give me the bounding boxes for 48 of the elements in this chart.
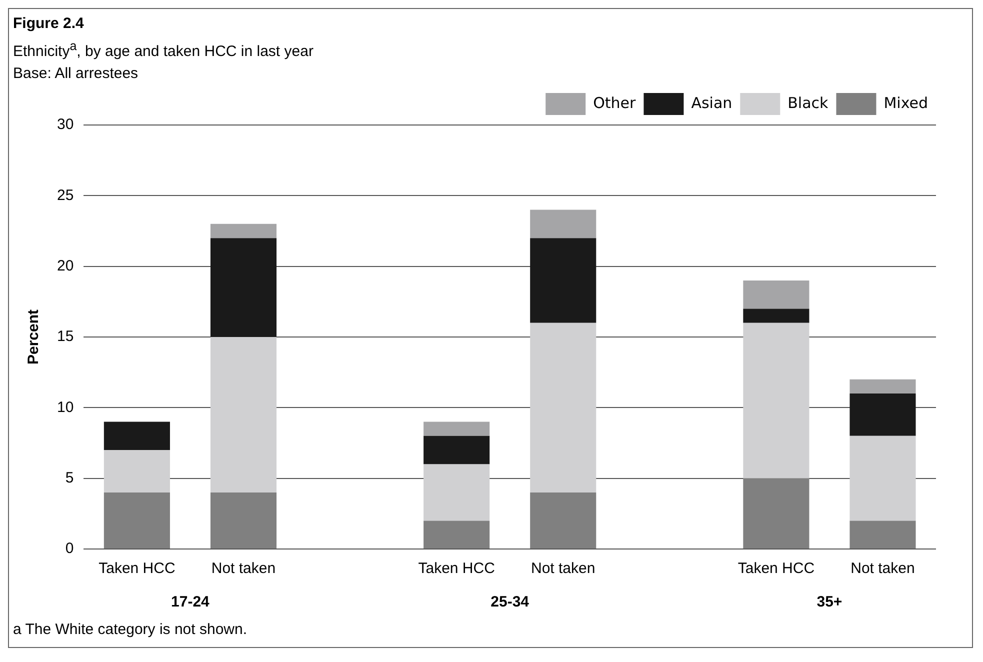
bar	[530, 210, 596, 238]
bar	[743, 308, 810, 323]
bar	[530, 322, 596, 492]
bar	[210, 337, 277, 492]
bar	[850, 520, 916, 548]
y-tick-label: 25	[56, 186, 74, 204]
y-tick-label: 20	[56, 257, 74, 274]
x-tick-label: Not taken	[211, 560, 276, 578]
y-tick-label: 15	[56, 328, 74, 346]
bar	[850, 379, 916, 394]
bar	[104, 422, 170, 450]
y-tick-label: 0	[65, 540, 74, 558]
legend-label: Black	[788, 94, 829, 112]
bar	[104, 450, 170, 492]
x-tick-label: Taken HCC	[98, 560, 176, 578]
bar	[530, 238, 596, 323]
x-tick-label: Not taken	[531, 560, 596, 578]
bar	[104, 492, 170, 548]
text: a The White category is not shown.	[13, 621, 248, 638]
bar	[530, 492, 596, 548]
y-tick-label: 10	[56, 398, 74, 416]
bar	[424, 436, 490, 464]
bar	[743, 478, 810, 548]
chart-title: Figure 2.4	[13, 14, 85, 34]
bar	[850, 436, 916, 521]
bar	[424, 464, 490, 521]
bar	[210, 224, 277, 238]
legend-label: Mixed	[884, 94, 928, 112]
text: 25-34	[490, 594, 530, 611]
bar	[210, 492, 277, 548]
text: 17-24	[171, 594, 210, 611]
bar	[210, 238, 277, 337]
bar	[850, 394, 916, 436]
text: Base: All arrestees	[13, 64, 140, 84]
x-tick-label: Taken HCC	[738, 560, 815, 578]
y-tick-label: 30	[56, 116, 74, 134]
bar	[424, 520, 490, 548]
y-axis-title: Percent	[25, 309, 42, 365]
text: 35+	[816, 594, 842, 611]
bar	[743, 280, 810, 309]
bar	[743, 322, 810, 478]
x-tick-label: Taken HCC	[418, 560, 496, 578]
chart-subtitle: Ethnicity$^{a}$, by age and taken HCC in last year	[13, 38, 314, 62]
bar	[424, 422, 490, 436]
legend-label: Other	[593, 94, 637, 112]
x-tick-label: Not taken	[850, 560, 915, 578]
y-tick-label: 5	[65, 469, 74, 486]
legend-label: Asian	[691, 94, 732, 112]
